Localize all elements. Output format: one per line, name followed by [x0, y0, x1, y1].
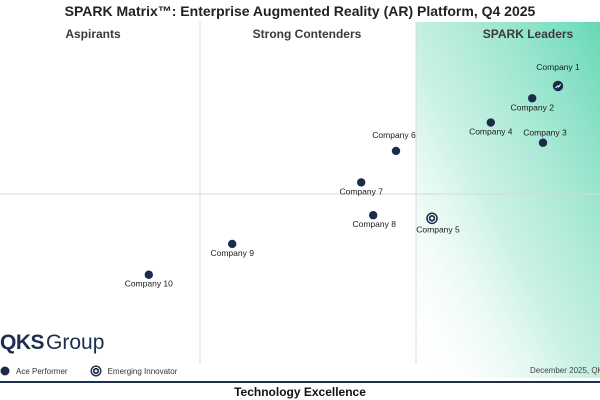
- point-label-company-3: Company 3: [523, 128, 567, 138]
- point-label-company-1: Company 1: [536, 62, 580, 72]
- point-label-company-8: Company 8: [352, 219, 396, 229]
- footer-rule: [0, 381, 600, 383]
- ace-performer-icon: [0, 366, 10, 376]
- data-point-company-9: Company 9: [210, 239, 254, 258]
- point-marker: [391, 146, 401, 156]
- point-label-company-5: Company 5: [416, 224, 460, 234]
- chart-title: SPARK Matrix™: Enterprise Augmented Real…: [64, 3, 536, 19]
- quadrant-label-strong-contenders: Strong Contenders: [253, 27, 362, 41]
- x-axis-label: Technology Excellence: [234, 385, 366, 399]
- data-point-company-8: Company 8: [352, 211, 396, 229]
- emerging-innovator-dot: [430, 216, 434, 220]
- quadrant-label-aspirants: Aspirants: [65, 27, 121, 41]
- logo-qks-text: QKS: [0, 331, 45, 354]
- point-marker: [357, 178, 366, 187]
- point-marker: [144, 270, 153, 279]
- leaders-quadrant-background: [416, 22, 600, 378]
- data-point-company-3: Company 3: [523, 128, 567, 147]
- point-label-company-10: Company 10: [125, 279, 173, 289]
- data-point-company-1: Company 1: [536, 62, 580, 92]
- data-point-company-5: Company 5: [416, 212, 460, 234]
- data-point-company-2: Company 2: [510, 94, 554, 112]
- data-point-company-4: Company 4: [469, 118, 513, 137]
- point-label-company-4: Company 4: [469, 127, 513, 137]
- legend-item-ace-performer: Ace Performer: [0, 366, 68, 376]
- trend-up-icon: [555, 83, 562, 89]
- point-marker: [538, 138, 548, 147]
- data-point-company-6: Company 6: [372, 130, 416, 156]
- point-label-company-2: Company 2: [510, 102, 554, 112]
- legend-item-emerging-innovator: Emerging Innovator: [90, 365, 178, 377]
- data-point-company-10: Company 10: [125, 270, 173, 289]
- legend-label-ace-performer: Ace Performer: [16, 366, 68, 376]
- point-marker: [369, 211, 378, 220]
- data-points-layer: Company 1 Company 2 Company 3 Company 4 Comp…: [125, 62, 580, 289]
- point-label-company-7: Company 7: [339, 186, 383, 196]
- spark-matrix-plot: Aspirants Strong Contenders SPARK Leader…: [0, 22, 600, 378]
- logo-group-text: Group: [46, 331, 105, 354]
- point-marker: [486, 118, 495, 127]
- emerging-innovator-ring: [427, 214, 437, 223]
- point-marker: [228, 239, 237, 249]
- point-label-company-6: Company 6: [372, 130, 416, 140]
- emerging-innovator-icon: [90, 365, 102, 377]
- legend: Ace Performer Emerging Innovator: [0, 364, 199, 378]
- point-label-company-9: Company 9: [210, 248, 254, 258]
- quadrant-label-spark-leaders: SPARK Leaders: [483, 27, 574, 41]
- footnote-date: December 2025, QKS Group: [530, 366, 600, 375]
- qks-group-logo: QKS Group: [0, 330, 104, 356]
- data-point-company-7: Company 7: [339, 178, 383, 196]
- legend-label-emerging-innovator: Emerging Innovator: [107, 366, 178, 376]
- point-marker: [528, 94, 537, 103]
